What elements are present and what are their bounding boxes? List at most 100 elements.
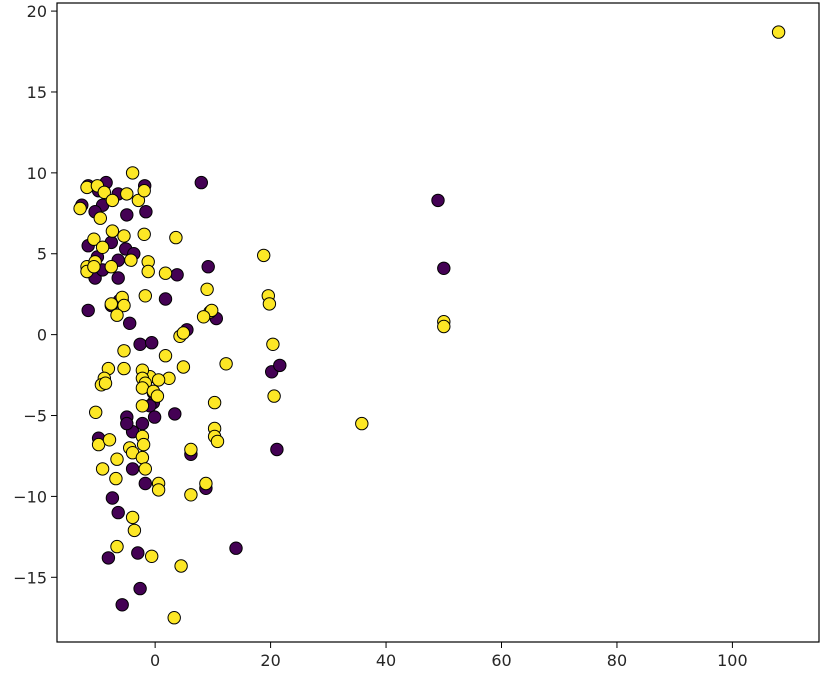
scatter-point-class-0 — [270, 442, 284, 457]
scatter-point-class-1 — [109, 471, 123, 486]
scatter-point-class-0 — [105, 491, 120, 505]
scatter-point-class-1 — [120, 187, 134, 201]
x-tick-label: 0 — [150, 651, 160, 670]
scatter-point-class-0 — [145, 336, 159, 350]
scatter-point-class-1 — [184, 488, 198, 502]
scatter-point-class-1 — [97, 185, 112, 200]
scatter-point-class-0 — [138, 476, 153, 491]
scatter-point-class-0 — [131, 546, 145, 560]
scatter-point-class-0 — [133, 581, 147, 596]
scatter-point-class-1 — [167, 611, 181, 625]
scatter-point-class-1 — [117, 229, 131, 243]
scatter-point-class-1 — [266, 337, 280, 351]
scatter-point-class-0 — [133, 337, 147, 351]
x-tick-label: 100 — [717, 651, 748, 670]
scatter-point-class-1 — [355, 416, 369, 431]
scatter-point-class-1 — [137, 184, 151, 198]
y-tick-label: 15 — [27, 83, 47, 102]
scatter-point-class-1 — [137, 227, 151, 242]
y-tick-label: −10 — [13, 487, 47, 506]
scatter-point-class-1 — [105, 193, 120, 208]
scatter-point-class-1 — [169, 230, 183, 245]
scatter-point-class-1 — [95, 462, 110, 476]
y-tick-label: −5 — [23, 407, 47, 426]
scatter-point-class-1 — [158, 349, 173, 363]
scatter-point-class-1 — [73, 201, 87, 216]
scatter-point-class-0 — [229, 541, 243, 555]
scatter-point-class-1 — [127, 523, 142, 538]
y-tick-label: 10 — [27, 164, 47, 183]
scatter-point-class-1 — [105, 224, 120, 238]
scatter-point-class-0 — [168, 407, 182, 421]
scatter-point-class-1 — [135, 381, 150, 395]
scatter-point-class-1 — [141, 264, 155, 279]
data-points — [73, 25, 786, 625]
scatter-point-class-0 — [201, 260, 215, 274]
scatter-point-class-1 — [199, 476, 213, 491]
scatter-point-class-1 — [151, 483, 166, 497]
scatter-point-class-1 — [207, 395, 222, 410]
scatter-point-class-0 — [170, 268, 184, 282]
scatter-point-class-1 — [102, 433, 117, 447]
scatter-point-class-1 — [131, 193, 146, 208]
scatter-point-class-0 — [431, 193, 445, 208]
scatter-point-class-0 — [125, 462, 140, 476]
scatter-point-class-1 — [125, 510, 140, 525]
scatter-point-class-1 — [117, 344, 131, 358]
scatter-point-class-1 — [174, 559, 188, 573]
scatter-point-class-0 — [120, 416, 134, 431]
scatter-point-class-1 — [95, 240, 110, 255]
x-tick-label: 80 — [607, 651, 627, 670]
scatter-point-class-1 — [219, 357, 233, 371]
y-tick-label: 0 — [37, 326, 47, 345]
y-tick-label: 20 — [27, 2, 47, 21]
scatter-point-class-0 — [273, 358, 287, 373]
scatter-point-class-1 — [98, 376, 113, 390]
ticks: 0 20 40 60 80 100 −15 −10 −5 0 5 10 15 20 — [13, 2, 747, 670]
scatter-point-class-1 — [184, 442, 198, 457]
scatter-point-class-1 — [104, 297, 119, 311]
scatter-point-class-1 — [771, 25, 786, 39]
scatter-point-class-1 — [200, 282, 214, 296]
scatter-point-class-0 — [111, 271, 125, 285]
scatter-point-class-1 — [110, 452, 124, 466]
scatter-point-class-0 — [194, 175, 209, 190]
scatter-point-class-1 — [87, 232, 101, 246]
scatter-point-class-1 — [262, 297, 277, 311]
scatter-point-class-1 — [138, 289, 153, 303]
scatter-point-class-0 — [120, 208, 134, 222]
scatter-point-class-1 — [145, 549, 159, 563]
scatter-point-class-1 — [138, 462, 153, 476]
scatter-point-class-1 — [176, 360, 191, 374]
y-tick-label: 5 — [37, 245, 47, 264]
axes-frame — [56, 2, 820, 643]
y-tick-label: −15 — [13, 568, 47, 587]
scatter-point-class-0 — [135, 416, 150, 431]
scatter-point-class-1 — [196, 310, 211, 324]
scatter-point-class-1 — [150, 389, 165, 403]
scatter-point-class-1 — [124, 253, 138, 267]
scatter-point-class-0 — [101, 551, 116, 565]
scatter-point-class-0 — [81, 303, 95, 318]
scatter-point-class-0 — [437, 261, 451, 275]
scatter-point-class-0 — [111, 505, 125, 520]
scatter-point-class-0 — [158, 292, 173, 306]
scatter-point-class-1 — [125, 166, 140, 180]
scatter-point-class-1 — [104, 260, 119, 274]
scatter-point-class-1 — [117, 361, 131, 376]
scatter-point-class-1 — [89, 405, 103, 419]
scatter-point-class-0 — [123, 316, 137, 330]
scatter-point-class-1 — [158, 266, 173, 280]
scatter-point-class-1 — [176, 326, 191, 340]
scatter-point-class-1 — [135, 399, 150, 413]
scatter-point-class-0 — [139, 205, 153, 219]
x-tick-label: 60 — [491, 651, 511, 670]
scatter-point-class-0 — [115, 598, 129, 612]
scatter-point-class-1 — [87, 260, 101, 274]
scatter-point-class-1 — [267, 389, 281, 403]
scatter-point-class-0 — [147, 410, 162, 424]
x-tick-label: 40 — [376, 651, 396, 670]
scatter-point-class-1 — [136, 437, 151, 452]
